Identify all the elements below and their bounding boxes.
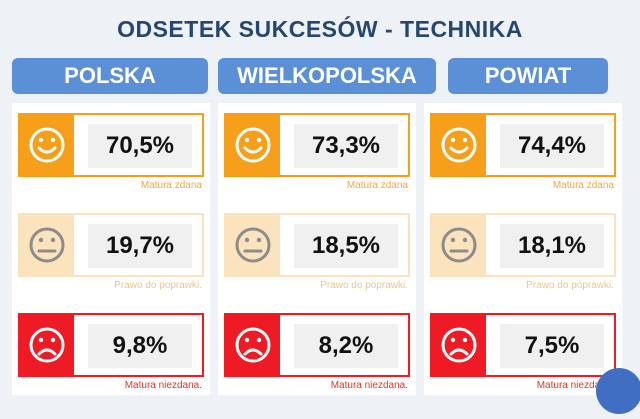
caption-retake: Prawo do poprawki. <box>526 280 614 291</box>
caption-passed: Matura zdana <box>140 180 202 191</box>
percent-value: 18,5% <box>294 224 398 268</box>
percent-value: 73,3% <box>294 124 398 168</box>
caption-retake: Prawo do poprawki. <box>320 280 408 291</box>
percent-value: 19,7% <box>88 224 192 268</box>
result-card-failed: 7,5% <box>430 313 616 377</box>
result-card-failed: 9,8% <box>18 313 204 377</box>
caption-failed: Matura niezdana. <box>124 380 202 391</box>
result-card-passed: 74,4% <box>430 113 616 177</box>
navigation-circle-button[interactable] <box>596 368 640 414</box>
percent-value: 18,1% <box>500 224 604 268</box>
caption-passed: Matura zdana <box>552 180 614 191</box>
happy-face-icon <box>20 115 74 175</box>
happy-face-icon <box>226 115 280 175</box>
sad-face-icon <box>20 315 74 375</box>
result-card-passed: 70,5% <box>18 113 204 177</box>
neutral-face-icon <box>432 215 486 275</box>
happy-face-icon <box>432 115 486 175</box>
sad-face-icon <box>226 315 280 375</box>
column-powiat: 74,4% Matura zdana 18,1% Prawo do popraw… <box>424 103 622 395</box>
percent-value: 74,4% <box>500 124 604 168</box>
caption-passed: Matura zdana <box>346 180 408 191</box>
result-card-passed: 73,3% <box>224 113 410 177</box>
result-card-failed: 8,2% <box>224 313 410 377</box>
percent-value: 9,8% <box>88 324 192 368</box>
percent-value: 7,5% <box>500 324 604 368</box>
header-wielkopolska: WIELKOPOLSKA <box>218 58 436 94</box>
result-card-retake: 19,7% <box>18 213 204 277</box>
percent-value: 70,5% <box>88 124 192 168</box>
column-polska: 70,5% Matura zdana 19,7% Prawo do popraw… <box>12 103 210 395</box>
header-polska: POLSKA <box>12 58 208 94</box>
percent-value: 8,2% <box>294 324 398 368</box>
caption-retake: Prawo do poprawki. <box>114 280 202 291</box>
neutral-face-icon <box>226 215 280 275</box>
page-title: ODSETEK SUKCESÓW - TECHNIKA <box>117 16 523 42</box>
header-powiat: POWIAT <box>448 58 608 94</box>
caption-failed: Matura niezdana. <box>536 380 614 391</box>
sad-face-icon <box>432 315 486 375</box>
neutral-face-icon <box>20 215 74 275</box>
caption-failed: Matura niezdana. <box>330 380 408 391</box>
result-card-retake: 18,5% <box>224 213 410 277</box>
column-wielkopolska: 73,3% Matura zdana 18,5% Prawo do popraw… <box>218 103 416 395</box>
result-card-retake: 18,1% <box>430 213 616 277</box>
